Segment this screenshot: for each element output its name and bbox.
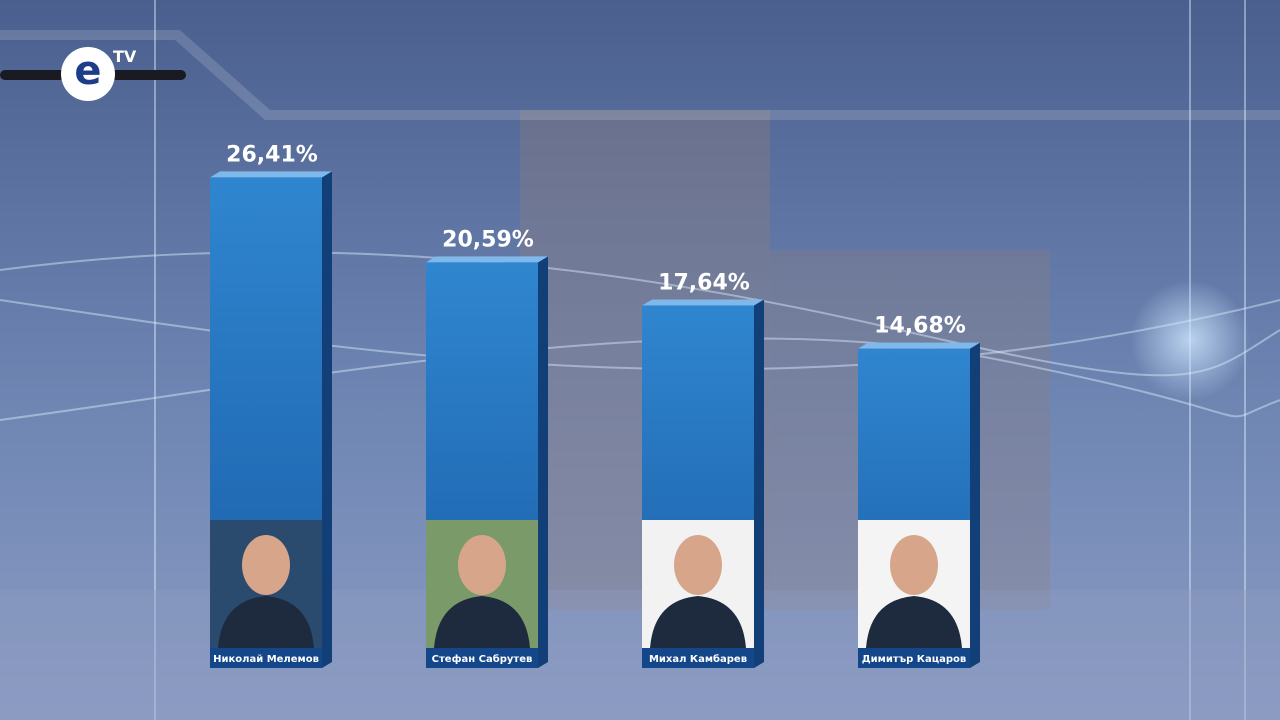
logo-e: e — [74, 48, 101, 94]
photo-body — [866, 596, 962, 648]
name-band — [642, 648, 754, 668]
candidate-name: Димитър Кацаров — [862, 654, 966, 665]
value-label: 20,59% — [442, 227, 534, 252]
photo-head — [890, 535, 938, 595]
glow — [1130, 280, 1250, 400]
name-band — [210, 648, 322, 668]
photo-body — [650, 596, 746, 648]
photo-head — [674, 535, 722, 595]
candidate-name: Николай Мелемов — [213, 654, 319, 665]
candidate-name: Стефан Сабрутев — [432, 653, 533, 665]
decor — [0, 30, 1280, 120]
candidate-name: Михал Камбарев — [649, 653, 747, 665]
bar-top — [858, 342, 980, 349]
photo-head — [242, 535, 290, 595]
bar-side — [754, 299, 764, 668]
value-label: 17,64% — [658, 270, 750, 295]
bar-side — [538, 256, 548, 668]
value-label: 14,68% — [874, 314, 966, 339]
name-band — [858, 648, 970, 668]
logo-circle — [61, 47, 115, 101]
value-label: 26,41% — [226, 142, 318, 167]
name-band — [426, 648, 538, 668]
floor — [0, 590, 1280, 720]
bar-side — [970, 342, 980, 668]
bar-top — [642, 299, 764, 306]
logo-text: TV — [113, 47, 137, 66]
bar-side — [322, 171, 332, 668]
bar-top — [210, 171, 332, 178]
photo-body — [434, 596, 530, 648]
photo-body — [218, 596, 314, 648]
photo-head — [458, 535, 506, 595]
bar-top — [426, 256, 548, 263]
